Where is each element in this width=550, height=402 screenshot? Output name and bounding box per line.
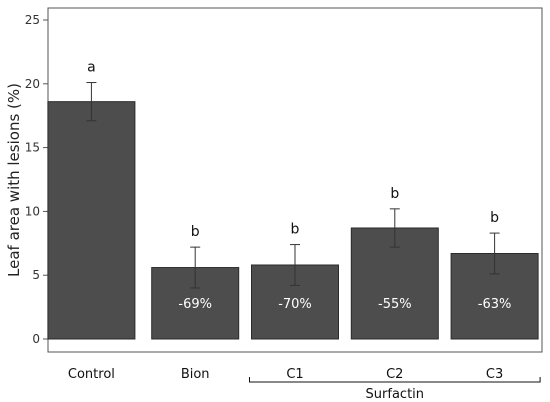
group-label: Surfactin (366, 387, 424, 402)
y-tick-label: 15 (25, 141, 40, 155)
y-tick-label: 20 (25, 77, 40, 91)
x-tick-label: Control (68, 367, 115, 382)
y-tick-label: 25 (25, 13, 40, 27)
y-axis-title: Leaf area with lesions (%) (5, 83, 23, 277)
y-tick-label: 0 (32, 332, 40, 346)
x-tick-label: C3 (486, 367, 503, 382)
significance-letter: a (87, 60, 96, 76)
x-tick-label: C2 (386, 367, 403, 382)
group-bracket (249, 377, 541, 383)
x-tick-label: Bion (181, 367, 210, 382)
reduction-label: -70% (278, 297, 312, 312)
y-axis-ticks: 0 5 10 15 20 25 (25, 13, 48, 346)
y-tick-label: 5 (32, 268, 40, 282)
reduction-label: -55% (378, 297, 412, 312)
group-brackets: Surfactin (249, 377, 541, 402)
significance-letter: b (291, 222, 300, 238)
bar-control (47, 101, 136, 340)
bars-layer (47, 82, 539, 340)
x-tick-label: C1 (286, 367, 303, 382)
reduction-label: -63% (478, 297, 512, 312)
significance-letter: b (390, 186, 399, 202)
reduction-label: -69% (178, 297, 212, 312)
labels-layer: a Control b -69% Bion b -70% C1 b -55% C2 b -63% C3 (68, 60, 511, 382)
y-tick-label: 10 (25, 204, 40, 218)
significance-letter: b (490, 210, 499, 226)
significance-letter: b (191, 224, 200, 240)
